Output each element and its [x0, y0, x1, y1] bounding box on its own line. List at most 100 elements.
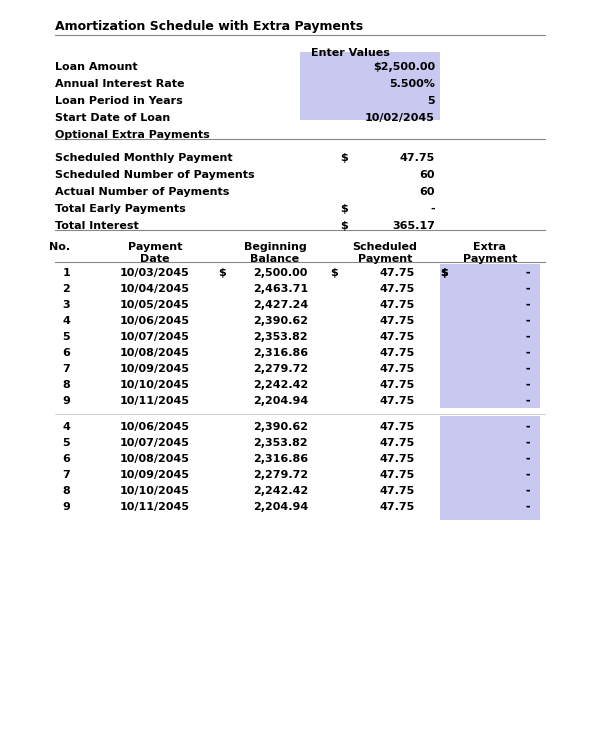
Text: $: $	[440, 268, 448, 278]
Text: $: $	[440, 268, 448, 278]
Text: -: -	[526, 470, 530, 480]
Text: 10/02/2045: 10/02/2045	[365, 113, 435, 123]
Text: 365.17: 365.17	[392, 221, 435, 231]
Text: 1: 1	[62, 268, 70, 278]
Text: $: $	[218, 268, 226, 278]
Text: -: -	[526, 380, 530, 390]
Text: 60: 60	[419, 170, 435, 180]
Text: Annual Interest Rate: Annual Interest Rate	[55, 79, 185, 89]
Text: 10/06/2045: 10/06/2045	[120, 316, 190, 326]
Text: 2,463.71: 2,463.71	[253, 284, 308, 294]
Text: 10/05/2045: 10/05/2045	[120, 300, 190, 310]
Text: Start Date of Loan: Start Date of Loan	[55, 113, 170, 123]
Text: -: -	[526, 486, 530, 496]
Text: 47.75: 47.75	[380, 502, 415, 512]
Text: 47.75: 47.75	[380, 348, 415, 358]
Text: Scheduled Monthly Payment: Scheduled Monthly Payment	[55, 153, 233, 163]
Text: 47.75: 47.75	[380, 364, 415, 374]
Text: 5: 5	[427, 96, 435, 106]
Text: 2,353.82: 2,353.82	[253, 332, 308, 342]
Text: -: -	[526, 364, 530, 374]
Text: -: -	[526, 438, 530, 448]
Text: 2,353.82: 2,353.82	[253, 438, 308, 448]
Text: -: -	[526, 316, 530, 326]
Text: 47.75: 47.75	[400, 153, 435, 163]
Text: -: -	[526, 284, 530, 294]
Text: 9: 9	[62, 396, 70, 406]
Text: Loan Period in Years: Loan Period in Years	[55, 96, 183, 106]
Text: 47.75: 47.75	[380, 422, 415, 432]
Text: 2,204.94: 2,204.94	[253, 502, 308, 512]
Text: 9: 9	[62, 502, 70, 512]
Text: 2,316.86: 2,316.86	[253, 348, 308, 358]
Text: 47.75: 47.75	[380, 454, 415, 464]
Text: -: -	[526, 454, 530, 464]
Text: 2: 2	[62, 284, 70, 294]
Text: -: -	[526, 268, 530, 278]
Text: -: -	[526, 364, 530, 374]
Text: Scheduled Number of Payments: Scheduled Number of Payments	[55, 170, 254, 180]
Text: 47.75: 47.75	[380, 300, 415, 310]
Text: 2,279.72: 2,279.72	[253, 470, 308, 480]
Text: 10/06/2045: 10/06/2045	[120, 422, 190, 432]
Text: Total Interest: Total Interest	[55, 221, 139, 231]
Text: -: -	[526, 470, 530, 480]
Text: 47.75: 47.75	[380, 268, 415, 278]
Text: Actual Number of Payments: Actual Number of Payments	[55, 187, 229, 197]
Text: 47.75: 47.75	[380, 284, 415, 294]
Text: 10/04/2045: 10/04/2045	[120, 284, 190, 294]
Text: 10/07/2045: 10/07/2045	[120, 332, 190, 342]
Text: Extra
Payment: Extra Payment	[463, 242, 517, 264]
Text: -: -	[526, 422, 530, 432]
Text: 2,390.62: 2,390.62	[253, 422, 308, 432]
Text: 7: 7	[62, 364, 70, 374]
Text: $: $	[340, 221, 348, 231]
Text: -: -	[526, 396, 530, 406]
Text: -: -	[526, 268, 530, 278]
Text: -: -	[526, 380, 530, 390]
Text: 47.75: 47.75	[380, 380, 415, 390]
Text: 10/03/2045: 10/03/2045	[120, 268, 190, 278]
Text: 5: 5	[62, 438, 70, 448]
Text: 2,500.00: 2,500.00	[254, 268, 308, 278]
Text: $: $	[330, 268, 338, 278]
Text: 10/10/2045: 10/10/2045	[120, 380, 190, 390]
Text: $: $	[340, 204, 348, 214]
FancyBboxPatch shape	[440, 264, 540, 408]
Text: 47.75: 47.75	[380, 332, 415, 342]
Text: 10/08/2045: 10/08/2045	[120, 348, 190, 358]
FancyBboxPatch shape	[300, 52, 440, 120]
Text: 7: 7	[62, 470, 70, 480]
Text: 47.75: 47.75	[380, 396, 415, 406]
Text: 2,242.42: 2,242.42	[253, 486, 308, 496]
Text: Amortization Schedule with Extra Payments: Amortization Schedule with Extra Payment…	[55, 20, 363, 33]
Text: Payment
Date: Payment Date	[128, 242, 182, 264]
Text: 10/11/2045: 10/11/2045	[120, 502, 190, 512]
Text: 10/10/2045: 10/10/2045	[120, 486, 190, 496]
Text: -: -	[526, 284, 530, 294]
Text: 6: 6	[62, 454, 70, 464]
Text: 8: 8	[62, 486, 70, 496]
Text: -: -	[526, 348, 530, 358]
Text: 4: 4	[62, 422, 70, 432]
Text: Enter Values: Enter Values	[311, 48, 390, 58]
Text: 47.75: 47.75	[380, 438, 415, 448]
Text: 10/09/2045: 10/09/2045	[120, 364, 190, 374]
Text: -: -	[526, 348, 530, 358]
Text: $2,500.00: $2,500.00	[373, 62, 435, 72]
Text: -: -	[526, 502, 530, 512]
Text: 5: 5	[62, 332, 70, 342]
Text: Beginning
Balance: Beginning Balance	[244, 242, 307, 264]
Text: -: -	[526, 332, 530, 342]
Text: 47.75: 47.75	[380, 486, 415, 496]
Text: 60: 60	[419, 187, 435, 197]
Text: 2,279.72: 2,279.72	[253, 364, 308, 374]
Text: -: -	[526, 438, 530, 448]
Text: -: -	[526, 300, 530, 310]
Text: 8: 8	[62, 380, 70, 390]
Text: 2,427.24: 2,427.24	[253, 300, 308, 310]
Text: 3: 3	[62, 300, 70, 310]
Text: 10/07/2045: 10/07/2045	[120, 438, 190, 448]
Text: -: -	[526, 332, 530, 342]
Text: -: -	[430, 204, 435, 214]
